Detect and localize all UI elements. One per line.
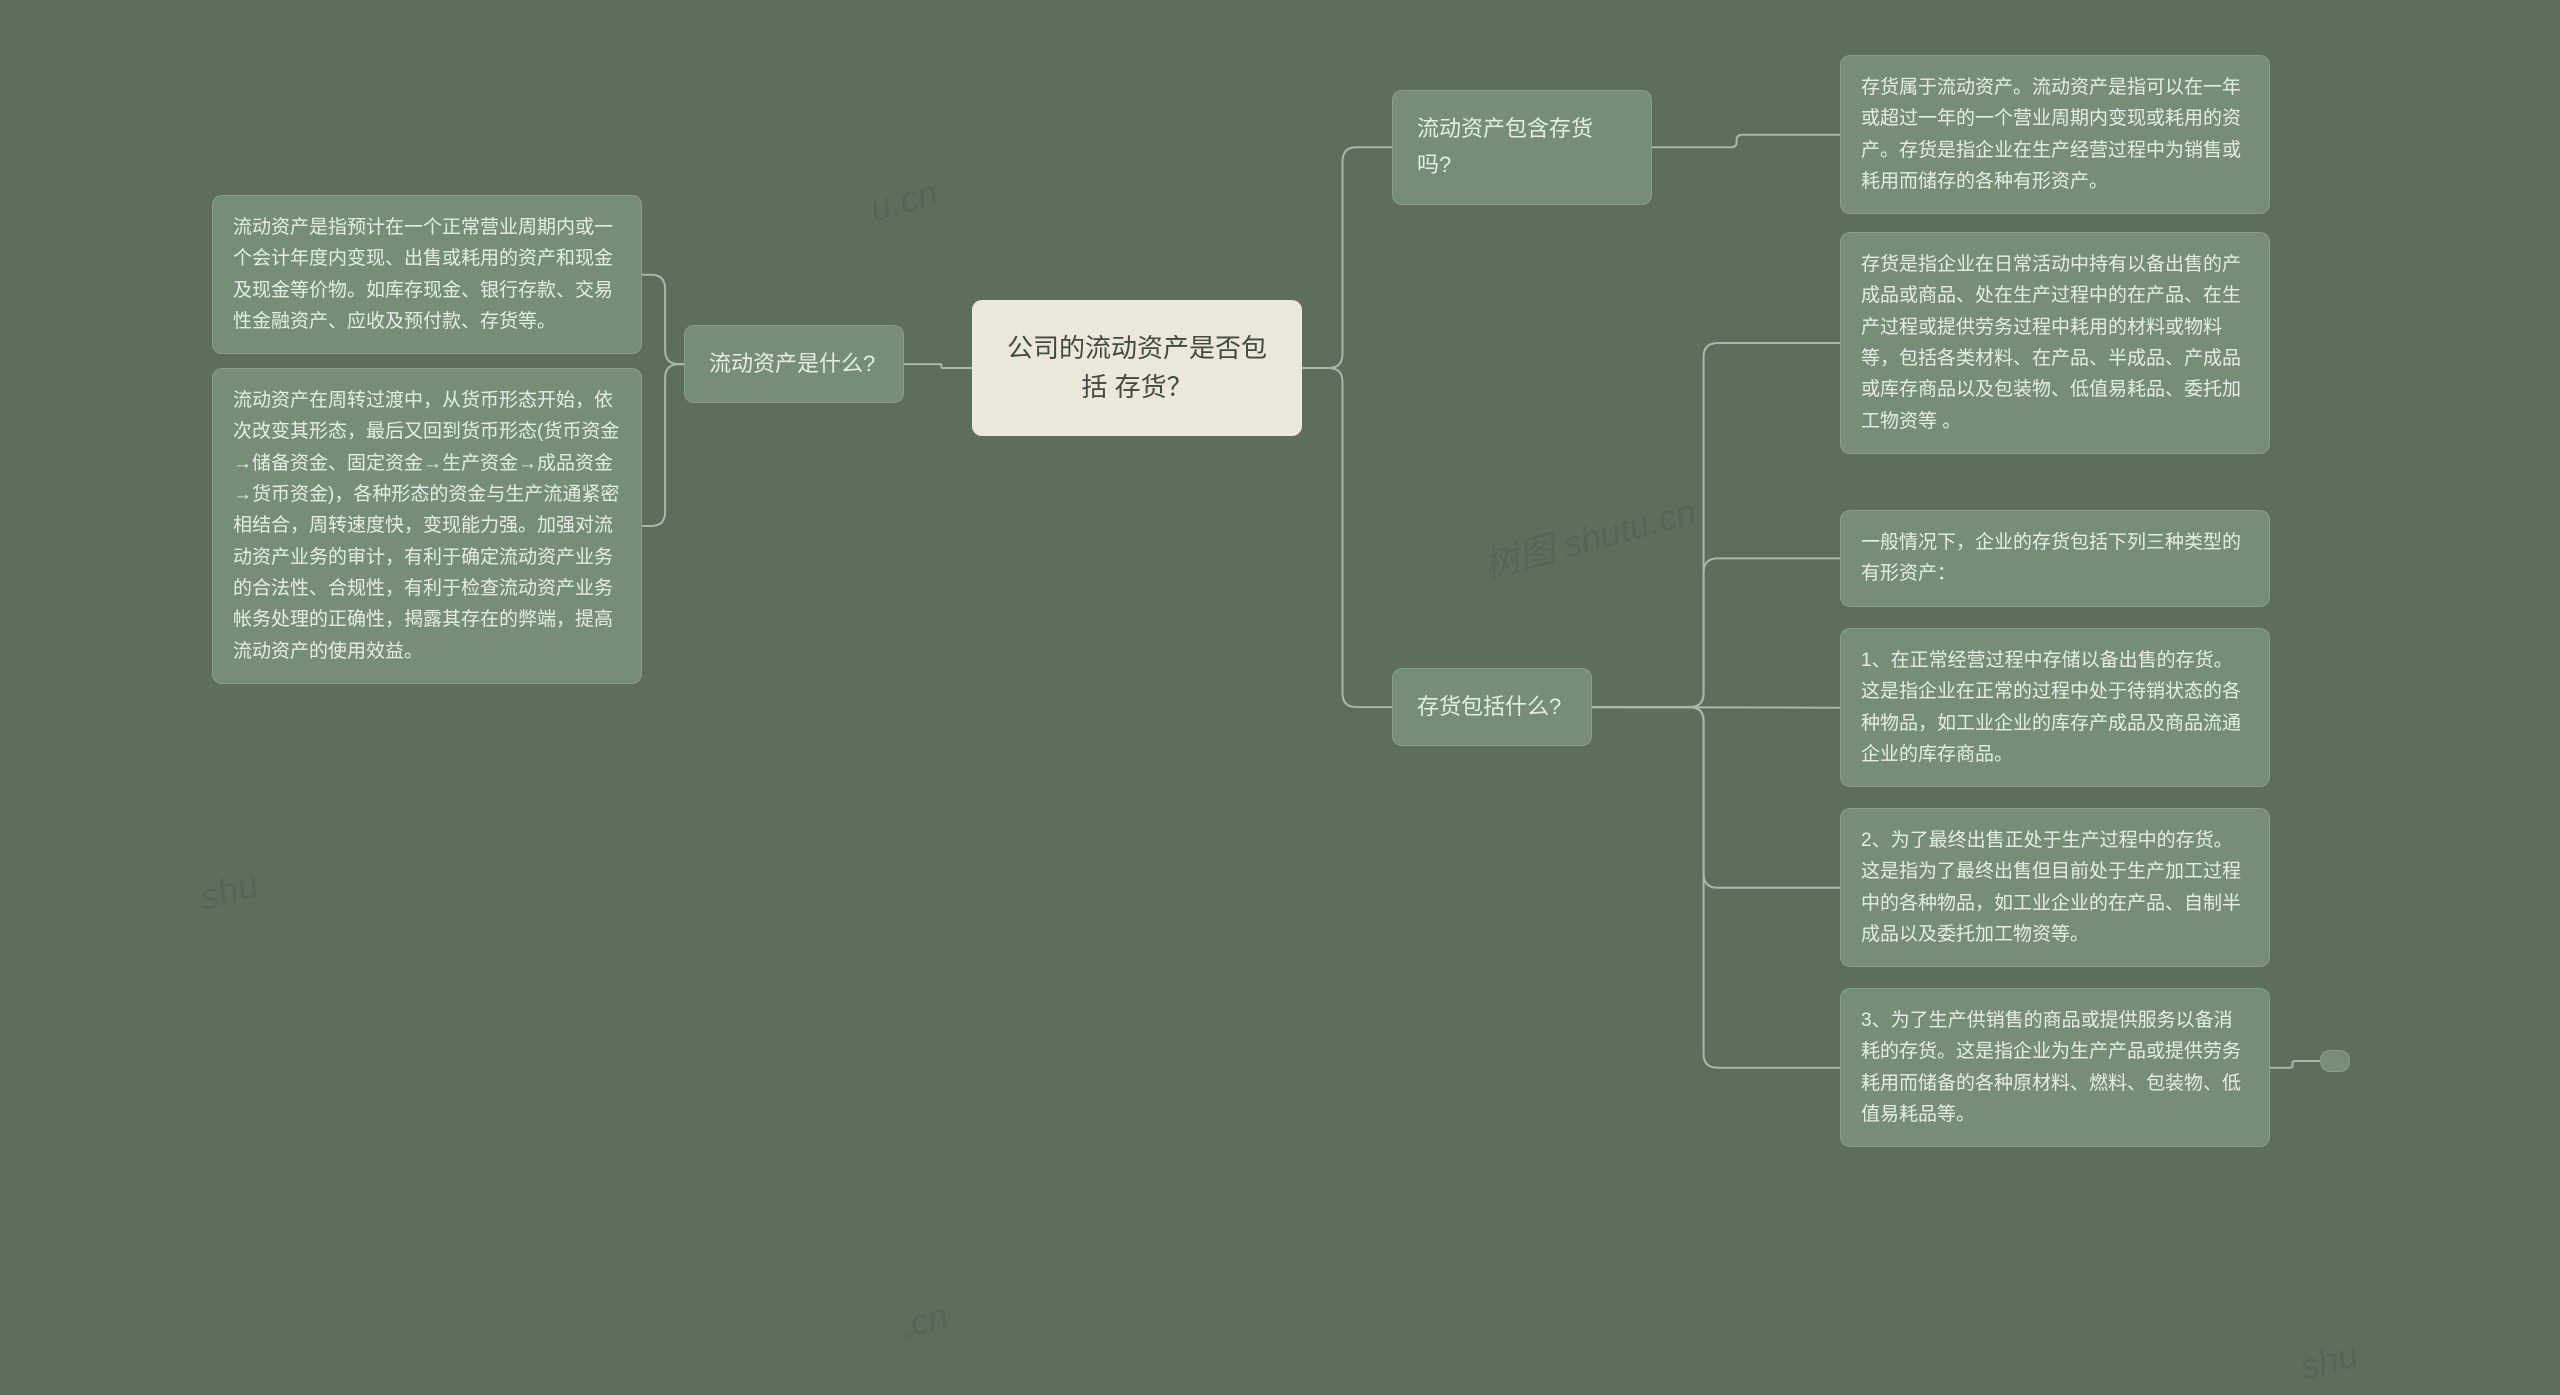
watermark: shu	[196, 863, 263, 919]
node-b3: 存货包括什么?	[1392, 668, 1592, 746]
node-b1c1: 流动资产是指预计在一个正常营业周期内或一个会计年度内变现、出售或耗用的资产和现金…	[212, 195, 642, 354]
node-b1c2: 流动资产在周转过渡中，从货币形态开始，依次改变其形态，最后又回到货币形态(货币资…	[212, 368, 642, 684]
node-root: 公司的流动资产是否包括 存货？	[972, 300, 1302, 436]
node-b3c1: 存货是指企业在日常活动中持有以备出售的产成品或商品、处在生产过程中的在产品、在生…	[1840, 232, 2270, 454]
watermark: shu	[2296, 1333, 2363, 1389]
node-stub	[2320, 1050, 2350, 1072]
node-b3c2: 一般情况下，企业的存货包括下列三种类型的有形资产：	[1840, 510, 2270, 607]
node-b3c5: 3、为了生产供销售的商品或提供服务以备消耗的存货。这是指企业为生产产品或提供劳务…	[1840, 988, 2270, 1147]
node-b3c4: 2、为了最终出售正处于生产过程中的存货。这是指为了最终出售但目前处于生产加工过程…	[1840, 808, 2270, 967]
node-b2: 流动资产包含存货吗?	[1392, 90, 1652, 205]
node-b1: 流动资产是什么?	[684, 325, 904, 403]
watermark: .cn	[895, 1294, 952, 1347]
node-b3c3: 1、在正常经营过程中存储以备出售的存货。这是指企业在正常的过程中处于待销状态的各…	[1840, 628, 2270, 787]
node-b2c1: 存货属于流动资产。流动资产是指可以在一年或超过一年的一个营业周期内变现或耗用的资…	[1840, 55, 2270, 214]
watermark: u.cn	[866, 172, 943, 230]
watermark: 树图 shutu.cn	[1477, 483, 1701, 590]
